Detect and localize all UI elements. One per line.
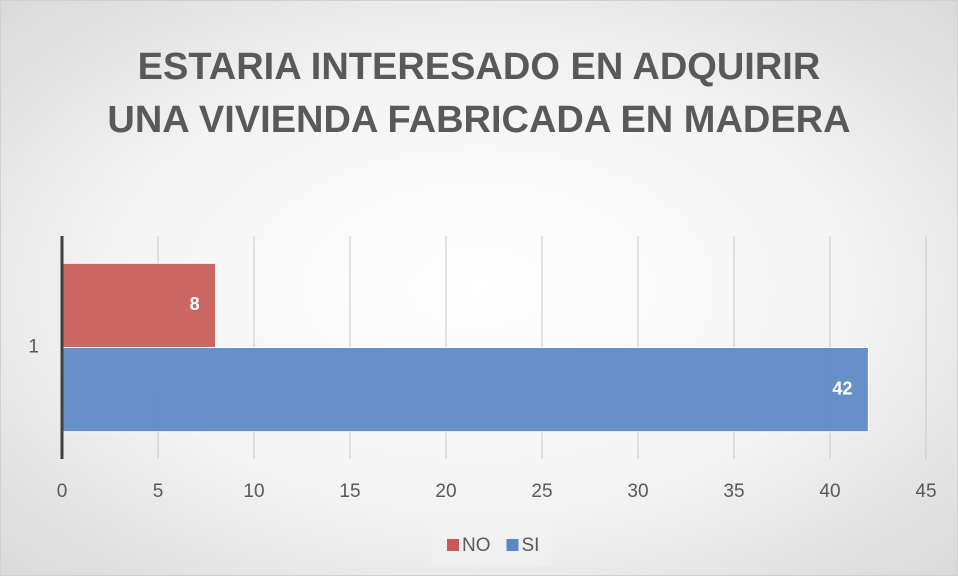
x-tick-label: 30 [627, 481, 648, 502]
legend-label: NO [462, 535, 491, 556]
bar [61, 262, 217, 349]
x-tick-label: 45 [915, 481, 936, 502]
x-tick-label: 15 [339, 481, 360, 502]
x-tick-label: 10 [243, 481, 264, 502]
legend-label: SI [522, 535, 540, 556]
bar [61, 347, 869, 433]
data-label: 8 [190, 294, 200, 314]
x-tick-label: 35 [723, 481, 744, 502]
x-tick-label: 25 [531, 481, 552, 502]
legend-swatch [506, 539, 519, 551]
legend-swatch [447, 539, 459, 551]
x-tick-label: 5 [153, 481, 164, 502]
x-tick-label: 0 [57, 481, 68, 502]
chart-title: ESTARIA INTERESADO EN ADQUIRIR UNA VIVIE… [107, 46, 851, 141]
x-tick-label: 40 [819, 481, 840, 502]
data-label: 42 [832, 378, 852, 398]
x-tick-label: 20 [435, 481, 456, 502]
y-tick-label: 1 [28, 337, 39, 358]
